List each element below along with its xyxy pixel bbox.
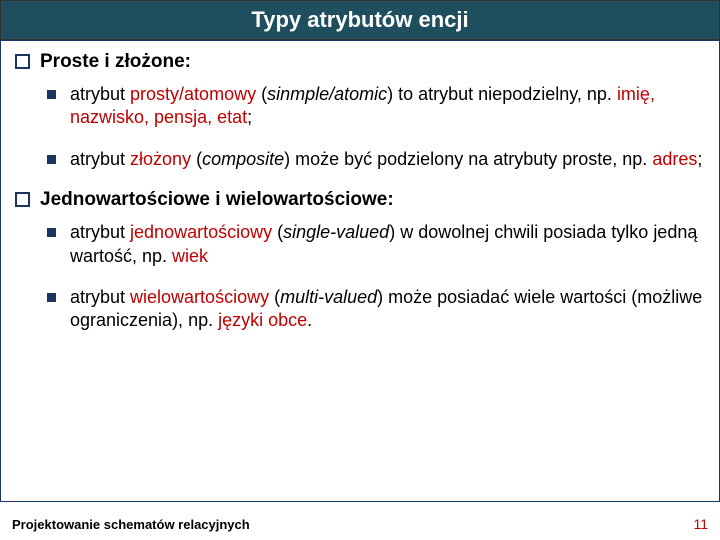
item-text: atrybut jednowartościowy (single-valued)… <box>70 221 705 268</box>
section-1-head: Proste i złożone: <box>15 51 705 73</box>
item-text: atrybut złożony (composite) może być pod… <box>70 148 702 171</box>
list-item: atrybut wielowartościowy (multi-valued) … <box>47 286 705 333</box>
square-bullet-icon <box>47 90 56 99</box>
section-2-head: Jednowartościowe i wielowartościowe: <box>15 189 705 211</box>
section-2: Jednowartościowe i wielowartościowe: atr… <box>15 189 705 333</box>
content-box: Proste i złożone: atrybut prosty/atomowy… <box>0 40 720 502</box>
square-bullet-icon <box>47 155 56 164</box>
section-1: Proste i złożone: atrybut prosty/atomowy… <box>15 51 705 171</box>
square-bullet-icon <box>47 293 56 302</box>
page-number: 11 <box>693 516 708 532</box>
footer-label: Projektowanie schematów relacyjnych <box>12 517 250 532</box>
slide-title-bar: Typy atrybutów encji <box>0 0 720 40</box>
list-item: atrybut złożony (composite) może być pod… <box>47 148 705 171</box>
footer: Projektowanie schematów relacyjnych 11 <box>12 516 708 532</box>
list-item: atrybut prosty/atomowy (sinmple/atomic) … <box>47 83 705 130</box>
item-text: atrybut prosty/atomowy (sinmple/atomic) … <box>70 83 705 130</box>
checkbox-bullet-icon <box>15 192 30 207</box>
section-1-title: Proste i złożone: <box>40 51 191 73</box>
square-bullet-icon <box>47 228 56 237</box>
checkbox-bullet-icon <box>15 54 30 69</box>
slide-title: Typy atrybutów encji <box>251 7 468 32</box>
item-text: atrybut wielowartościowy (multi-valued) … <box>70 286 705 333</box>
list-item: atrybut jednowartościowy (single-valued)… <box>47 221 705 268</box>
section-2-title: Jednowartościowe i wielowartościowe: <box>40 189 394 211</box>
